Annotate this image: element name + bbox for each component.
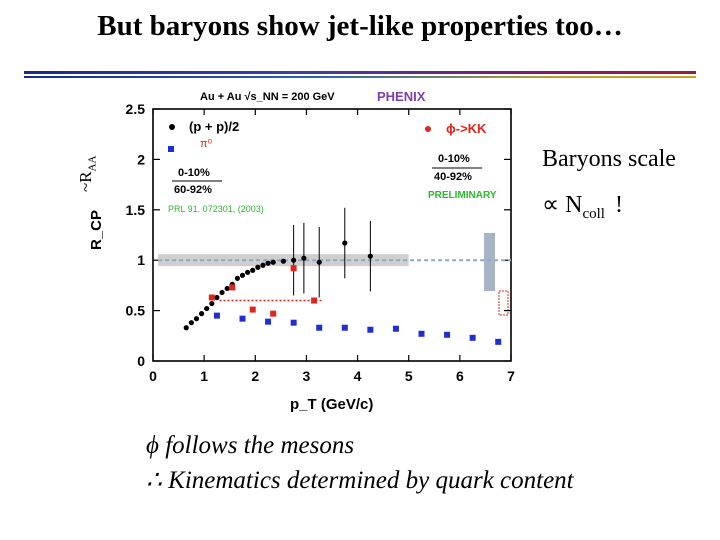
legend-pion-label: π⁰ xyxy=(200,138,213,150)
phi-point xyxy=(290,265,297,272)
legend-pion-marker xyxy=(168,146,174,152)
x-tick-label: 0 xyxy=(149,368,157,384)
normalization-uncertainty-box xyxy=(484,233,495,291)
legend-phi-marker xyxy=(425,126,431,132)
pion-point xyxy=(213,312,220,319)
y-tick-label: 1.5 xyxy=(126,202,146,218)
phenix-label: PHENIX xyxy=(377,89,426,104)
y-tick-label: 2 xyxy=(137,151,145,167)
pion-point xyxy=(341,324,348,331)
y-tick-label: 0.5 xyxy=(126,303,146,319)
proton-point xyxy=(214,294,220,301)
legend-right-peripheral: 40-92% xyxy=(434,171,472,183)
x-tick-label: 1 xyxy=(200,368,208,384)
pion-point xyxy=(418,330,425,337)
pion-point xyxy=(469,334,476,341)
proton-point xyxy=(224,285,230,292)
legend-right-status: PRELIMINARY xyxy=(428,190,497,201)
proton-point xyxy=(316,259,322,265)
pion-point xyxy=(392,325,399,332)
pion-point xyxy=(265,318,272,325)
phi-follows-mesons-text: ϕ follows the mesons xyxy=(146,432,355,459)
y-tick-label: 0 xyxy=(137,353,145,369)
pion-point xyxy=(290,319,297,326)
proton-point xyxy=(204,305,210,312)
chart-title: Au + Au √s_NN = 200 GeV xyxy=(200,91,335,103)
proton-point xyxy=(250,267,256,273)
legend-left-peripheral: 60-92% xyxy=(174,184,212,196)
proton-point xyxy=(270,259,276,265)
pion-point xyxy=(444,331,451,338)
proton-point xyxy=(193,316,200,322)
phi-point xyxy=(270,310,277,317)
proton-point xyxy=(301,255,307,261)
legend-proton-marker xyxy=(169,124,175,130)
proton-point xyxy=(245,269,251,275)
proton-point xyxy=(342,240,348,246)
y-axis-label: R_CP xyxy=(88,210,105,250)
legend-proton-label: (p + p)/2 xyxy=(189,119,239,134)
pion-point xyxy=(239,315,246,322)
legend-phi-label: ϕ->KK xyxy=(446,121,487,136)
plot-frame xyxy=(152,108,512,362)
baryons-scale-text: Baryons scale xyxy=(542,146,676,172)
x-tick-label: 7 xyxy=(507,368,515,384)
axes-layer: 0 1 2 3 4 5 6 7 0 0.5 1 1.5 2 2.5 xyxy=(126,101,516,384)
slide-title: But baryons show jet-like properties too… xyxy=(97,10,623,42)
proton-point xyxy=(255,264,261,270)
proton-point xyxy=(188,320,194,326)
proton-point xyxy=(367,253,373,259)
systematic-band-layer xyxy=(158,254,511,302)
pion-point xyxy=(316,324,323,331)
legend-left-central: 0-10% xyxy=(178,167,210,179)
pion-point xyxy=(367,326,374,333)
y-tick-label: 2.5 xyxy=(126,101,146,117)
header-rule-top xyxy=(24,71,696,74)
ncoll-scaling-text: ∝ Ncoll! xyxy=(542,192,623,222)
y-tick-label: 1 xyxy=(137,252,145,268)
phi-point xyxy=(311,297,318,304)
x-tick-label: 4 xyxy=(354,368,362,384)
x-tick-label: 6 xyxy=(456,368,464,384)
x-tick-label: 2 xyxy=(251,368,259,384)
proton-point xyxy=(291,257,297,263)
phi-point xyxy=(229,284,236,291)
header-rule-bottom xyxy=(24,76,696,78)
proton-point xyxy=(234,275,240,281)
x-tick-label: 3 xyxy=(303,368,311,384)
phi-point xyxy=(249,306,256,313)
proton-point xyxy=(265,260,271,266)
x-tick-label: 5 xyxy=(405,368,413,384)
kinematics-conclusion-text: ∴ Kinematics determined by quark content xyxy=(146,467,574,494)
x-axis-label: p_T (GeV/c) xyxy=(290,396,373,413)
proton-point xyxy=(280,258,287,264)
data-points-layer xyxy=(183,207,502,345)
proton-point xyxy=(183,325,189,331)
phi-normalization-uncertainty-box xyxy=(498,290,509,316)
proton-point xyxy=(239,272,246,278)
proton-point xyxy=(219,289,225,296)
legend-left-reference: PRL 91. 072301, (2003) xyxy=(168,204,264,214)
phi-point xyxy=(208,294,215,301)
proton-point xyxy=(260,262,266,268)
proton-point xyxy=(198,311,205,317)
proton-point xyxy=(209,300,215,307)
pion-point xyxy=(495,338,502,345)
legend-right-central: 0-10% xyxy=(438,153,470,165)
